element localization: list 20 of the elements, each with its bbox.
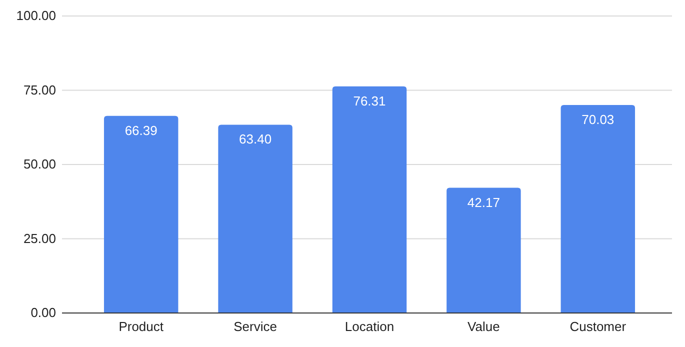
y-tick-label: 75.00 — [23, 82, 56, 98]
x-tick-label: Value — [468, 319, 500, 334]
bar — [218, 124, 292, 313]
y-tick-label: 50.00 — [23, 156, 56, 172]
bar — [104, 116, 178, 313]
data-label: 76.31 — [353, 93, 386, 108]
x-tick-label: Customer — [570, 319, 627, 334]
y-tick-label: 100.00 — [16, 8, 56, 23]
bar — [332, 86, 407, 313]
y-tick-label: 25.00 — [23, 230, 56, 246]
data-label: 42.17 — [467, 194, 500, 210]
bar — [446, 188, 521, 313]
y-tick-label: 0.00 — [30, 305, 56, 320]
x-tick-label: Product — [118, 319, 164, 334]
bar — [560, 105, 636, 313]
data-label: 63.40 — [239, 132, 272, 147]
x-tick-label: Service — [234, 319, 277, 334]
data-label: 66.39 — [124, 122, 158, 138]
x-tick-label: Location — [344, 319, 394, 334]
data-label: 70.03 — [582, 112, 614, 128]
